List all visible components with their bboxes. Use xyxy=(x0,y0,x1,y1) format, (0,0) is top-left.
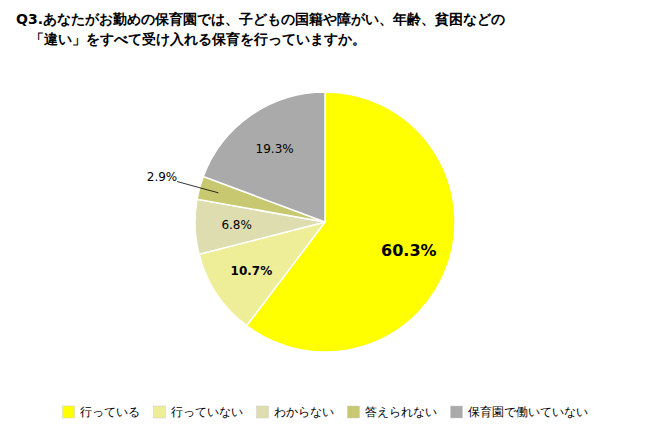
legend-label: わからない xyxy=(274,405,334,419)
title: Q3.あなたがお勤めの保育園では、子どもの国籍や障がい、年齢、貧困などの xyxy=(16,11,505,27)
legend-swatch xyxy=(63,406,75,418)
data-label: 10.7% xyxy=(231,264,273,278)
legend: 行っている 行っていない わからない 答えられない 保育園で働いていない xyxy=(63,405,588,419)
legend-item: 答えられない xyxy=(348,405,437,419)
legend-label: 行っていない xyxy=(171,405,243,419)
legend-label: 行っている xyxy=(80,405,140,419)
legend-item: 行っている xyxy=(63,405,140,419)
legend-swatch xyxy=(154,406,166,418)
data-label: 2.9% xyxy=(147,170,178,184)
slice xyxy=(203,92,325,222)
legend-swatch xyxy=(451,406,463,418)
leader-line xyxy=(177,182,218,193)
legend-swatch xyxy=(348,406,360,418)
legend-item: 保育園で働いていない xyxy=(451,405,588,419)
data-label: 6.8% xyxy=(221,218,252,232)
data-label: 60.3% xyxy=(381,241,437,260)
subtitle: 「違い」をすべて受け入れる保育を行っていますか。 xyxy=(16,31,366,47)
legend-label: 保育園で働いていない xyxy=(468,405,588,419)
chart: Q3.あなたがお勤めの保育園では、子どもの国籍や障がい、年齢、貧困などの 「違い… xyxy=(0,0,650,436)
pie xyxy=(195,92,455,352)
data-label: 19.3% xyxy=(256,142,294,156)
legend-swatch xyxy=(257,406,269,418)
data-labels: 60.3% 10.7% 6.8% 2.9% 19.3% xyxy=(147,142,437,278)
legend-label: 答えられない xyxy=(365,405,437,419)
legend-item: わからない xyxy=(257,405,334,419)
legend-item: 行っていない xyxy=(154,405,243,419)
